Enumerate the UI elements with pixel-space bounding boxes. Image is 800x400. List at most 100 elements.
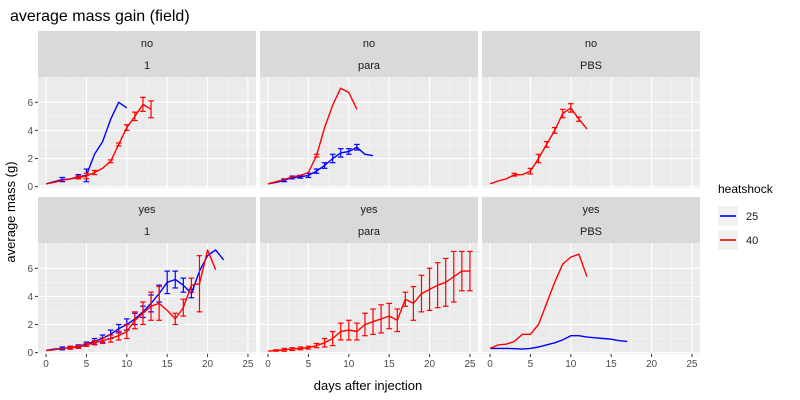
x-tick-label: 20: [424, 359, 436, 370]
error-bar: [124, 124, 130, 131]
x-tick-label: 10: [343, 359, 355, 370]
facet-strip-label-top: yes: [582, 204, 600, 216]
error-bar: [297, 346, 304, 351]
series-group: [45, 249, 225, 352]
error-bar: [527, 167, 534, 175]
series-line-40: [267, 87, 358, 185]
error-bar: [337, 148, 344, 158]
legend-entry: 25: [718, 206, 758, 226]
y-tick-label: 6: [27, 264, 33, 275]
legend: heatshock 25 40: [718, 182, 774, 250]
error-bar: [172, 312, 179, 326]
error-bar: [313, 168, 320, 174]
series-line-40: [489, 253, 588, 350]
error-bar: [354, 143, 360, 151]
y-tick-label: 0: [27, 348, 33, 359]
error-bar: [83, 342, 90, 347]
error-bar: [148, 291, 154, 321]
error-bar: [535, 153, 542, 164]
y-tick-label: 4: [27, 292, 33, 303]
error-bar: [321, 337, 328, 348]
error-bar: [115, 330, 122, 341]
facet-strip-label-top: no: [141, 38, 153, 50]
facet-panel: no PBS: [482, 31, 700, 188]
chart-title: average mass gain (field): [10, 8, 190, 25]
series-line-40: [268, 270, 470, 352]
facet-strip-label-top: no: [585, 38, 597, 50]
facet-panel: no 1 0 2 4 6: [27, 31, 256, 193]
error-bar: [196, 255, 203, 313]
error-bar: [107, 334, 114, 343]
error-bar: [442, 257, 449, 307]
error-bar: [313, 153, 320, 158]
series-group: [45, 96, 154, 185]
error-bar: [568, 103, 574, 113]
series-line-40: [46, 249, 217, 352]
error-bar: [354, 322, 360, 341]
x-tick-label: 25: [464, 359, 476, 370]
error-bar: [132, 111, 138, 122]
x-tick-label: 20: [202, 359, 214, 370]
facet-strip-label-bottom: PBS: [580, 226, 602, 238]
error-bar: [313, 342, 320, 349]
y-tick-label: 4: [27, 126, 33, 137]
facet-strip: [482, 197, 700, 243]
legend-entry: 40: [718, 230, 758, 250]
facet-strip-label-bottom: 1: [144, 226, 150, 238]
facet-panel: yes para 0 5 10 15 20 25: [260, 197, 478, 370]
error-bar: [426, 267, 433, 312]
x-axis-label: days after injection: [314, 378, 422, 393]
error-bar: [148, 100, 154, 119]
error-bar: [124, 323, 130, 340]
error-bar: [329, 330, 336, 347]
facet-strip: [482, 31, 700, 77]
error-bar: [370, 308, 376, 335]
facet-strip: [260, 31, 478, 77]
x-tick-label: 15: [162, 359, 174, 370]
error-bar: [576, 116, 582, 122]
error-bar: [273, 349, 279, 352]
error-bar: [394, 308, 401, 333]
error-bar: [180, 277, 187, 293]
error-bar: [418, 274, 425, 313]
error-bar: [75, 175, 82, 180]
legend-entry-label: 25: [746, 211, 758, 223]
y-tick-label: 0: [27, 182, 33, 193]
error-bar: [99, 337, 106, 345]
legend-title: heatshock: [718, 182, 774, 196]
error-bar: [289, 347, 296, 352]
x-tick-label: 0: [265, 359, 271, 370]
error-bar: [188, 277, 195, 293]
error-bar: [467, 250, 473, 292]
facet-strip-label-bottom: para: [358, 226, 381, 238]
x-tick-label: 5: [528, 359, 534, 370]
facet-strip-label-bottom: PBS: [580, 60, 602, 72]
error-bar: [140, 301, 146, 326]
error-bar: [329, 153, 336, 164]
error-bar: [337, 322, 344, 341]
error-bar: [91, 340, 98, 346]
x-tick-label: 25: [242, 359, 254, 370]
error-bar: [107, 159, 114, 164]
error-bar: [83, 172, 90, 180]
error-bar: [410, 285, 417, 321]
error-bar: [75, 344, 82, 349]
x-tick-label: 5: [84, 359, 90, 370]
series-group: [489, 103, 588, 185]
error-bar: [67, 345, 74, 350]
error-bar: [559, 108, 566, 119]
x-tick-label: 10: [121, 359, 133, 370]
error-bar: [511, 172, 518, 177]
facet-strip: [38, 31, 256, 77]
x-tick-label: 20: [646, 359, 658, 370]
y-tick-label: 2: [27, 320, 33, 331]
error-bar: [402, 291, 409, 307]
facet-panel: yes PBS 0 5 10 15 20 25: [482, 197, 700, 370]
error-bar: [132, 311, 138, 330]
error-bar: [164, 270, 170, 295]
series-group: [489, 253, 628, 350]
x-tick-label: 25: [686, 359, 698, 370]
error-bar: [459, 250, 465, 292]
